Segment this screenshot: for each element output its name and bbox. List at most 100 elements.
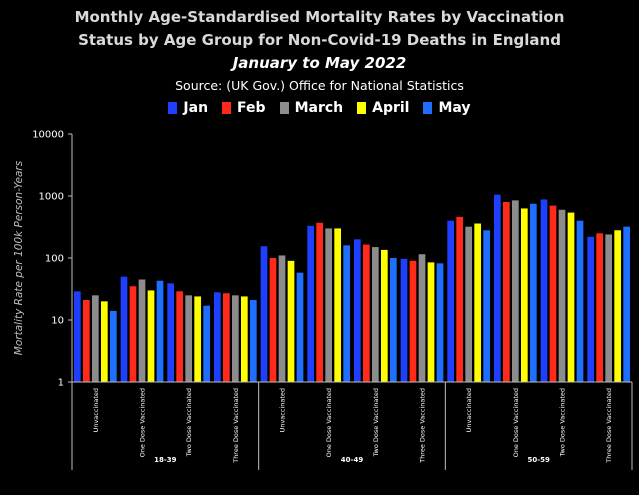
legend-label-march: March: [294, 100, 344, 116]
bar-may-2: [203, 305, 211, 382]
bar-march-8: [465, 226, 473, 382]
y-tick-label: 1000: [39, 192, 64, 203]
x-category-label: Two Dose Vaccinated: [372, 388, 380, 457]
legend-label-feb: Feb: [237, 100, 266, 116]
bar-feb-6: [362, 244, 370, 382]
bar-april-11: [614, 230, 622, 382]
bar-feb-10: [549, 205, 557, 382]
bar-jan-2: [167, 283, 175, 382]
bar-jan-8: [447, 220, 455, 382]
bar-may-8: [483, 230, 491, 382]
legend-swatch-jan: [168, 102, 178, 114]
bar-may-9: [529, 203, 537, 382]
y-axis-label: Mortality Rate per 100k Person-Years: [13, 160, 25, 355]
chart-title-line1: Monthly Age-Standardised Mortality Rates…: [74, 8, 565, 26]
x-group-label: 40-49: [341, 456, 364, 464]
bar-feb-2: [176, 291, 184, 382]
bars-layer: [73, 194, 631, 382]
bar-feb-0: [82, 300, 90, 382]
bar-may-1: [156, 280, 164, 382]
bar-feb-1: [129, 286, 137, 382]
x-category-label: Unvaccinated: [279, 388, 287, 432]
bar-jan-1: [120, 276, 128, 382]
x-category-label: Unvaccinated: [465, 388, 473, 432]
legend-item-march: March: [279, 100, 344, 116]
bar-may-11: [623, 226, 631, 382]
x-category-label: Two Dose Vaccinated: [185, 388, 193, 457]
bar-march-5: [325, 228, 333, 382]
chart-source: Source: (UK Gov.) Office for National St…: [175, 78, 464, 93]
bar-jan-4: [260, 246, 268, 382]
bar-april-10: [567, 212, 575, 382]
bar-april-0: [100, 301, 108, 382]
bar-april-2: [194, 296, 202, 382]
bar-jan-9: [493, 194, 501, 382]
x-category-label: Unvaccinated: [92, 388, 100, 432]
bar-march-1: [138, 279, 146, 382]
bar-feb-9: [502, 202, 510, 382]
y-tick-label: 10: [51, 316, 64, 327]
legend-item-may: May: [423, 100, 471, 116]
x-group-label: 18-39: [154, 456, 177, 464]
y-tick-label: 10000: [32, 130, 64, 141]
bar-jan-0: [73, 291, 81, 382]
bar-march-2: [185, 295, 193, 382]
bar-march-0: [91, 295, 99, 382]
x-category-label: Two Dose Vaccinated: [559, 388, 567, 457]
bar-april-6: [380, 249, 388, 382]
bar-march-4: [278, 255, 286, 382]
bar-feb-5: [316, 222, 324, 382]
y-tick-label: 1: [58, 378, 64, 389]
bar-april-3: [240, 296, 248, 382]
bar-jan-5: [307, 225, 315, 382]
legend-item-feb: Feb: [222, 100, 266, 116]
axes-layer: 1 10 100 1000 10000 Mortality Rate per 100k P…: [13, 130, 633, 470]
bar-april-8: [474, 223, 482, 382]
x-category-label: Three Dose Vaccinated: [419, 388, 427, 464]
bar-jan-6: [353, 239, 361, 382]
chart-title-line2: Status by Age Group for Non-Covid-19 Dea…: [78, 31, 561, 49]
legend-label-jan: Jan: [183, 100, 209, 116]
bar-march-3: [231, 295, 239, 382]
bar-march-7: [418, 254, 426, 382]
bar-feb-4: [269, 258, 277, 382]
bar-feb-7: [409, 260, 417, 382]
legend-label-april: April: [372, 100, 410, 116]
bar-march-6: [371, 247, 379, 382]
bar-may-3: [249, 300, 257, 382]
bar-april-4: [287, 260, 295, 382]
bar-april-7: [427, 262, 435, 382]
x-category-label: Three Dose Vaccinated: [232, 388, 240, 464]
bar-march-11: [605, 234, 613, 382]
bar-march-10: [558, 209, 566, 382]
bar-jan-7: [400, 258, 408, 382]
bar-may-4: [296, 272, 304, 382]
bar-jan-10: [540, 199, 548, 382]
bar-jan-3: [213, 292, 221, 382]
bar-feb-8: [456, 216, 464, 382]
bar-may-7: [436, 263, 444, 382]
legend-swatch-april: [357, 102, 367, 114]
bar-april-9: [520, 208, 528, 382]
chart-subtitle: January to May 2022: [232, 54, 407, 72]
legend-label-may: May: [438, 100, 471, 116]
x-category-label: One Dose Vaccinated: [325, 388, 333, 457]
bar-feb-11: [596, 233, 604, 382]
legend-swatch-may: [423, 102, 433, 114]
x-category-label: One Dose Vaccinated: [139, 388, 147, 457]
bar-may-6: [389, 258, 397, 382]
bar-may-5: [343, 245, 351, 382]
bar-may-0: [109, 310, 117, 382]
legend-swatch-feb: [222, 102, 232, 114]
y-tick-label: 100: [45, 254, 64, 265]
bar-april-5: [334, 228, 342, 382]
legend-swatch-march: [279, 102, 289, 114]
x-category-label: One Dose Vaccinated: [512, 388, 520, 457]
legend: Jan Feb March April May: [0, 100, 639, 116]
bar-feb-3: [222, 293, 230, 382]
x-category-label: Three Dose Vaccinated: [605, 388, 613, 464]
bar-jan-11: [587, 236, 595, 382]
legend-item-jan: Jan: [168, 100, 208, 116]
x-group-label: 50-59: [527, 456, 550, 464]
